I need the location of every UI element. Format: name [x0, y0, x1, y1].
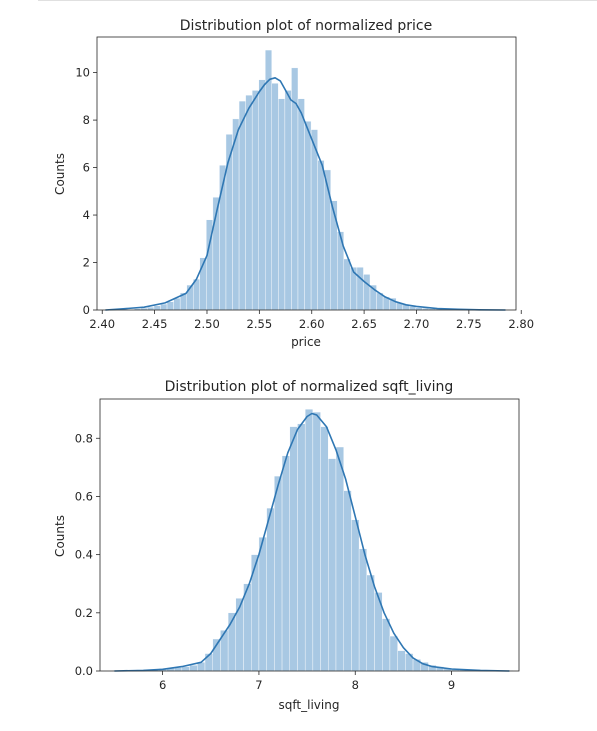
histogram-bar — [397, 650, 406, 672]
histogram-bar — [284, 90, 292, 311]
histogram-bars — [112, 408, 514, 672]
y-tick-label: 8 — [83, 113, 90, 127]
y-tick-label: 0.2 — [75, 606, 93, 620]
histogram-bar — [258, 536, 267, 672]
kde-line — [114, 412, 510, 672]
histogram-bar — [166, 301, 174, 311]
x-tick-label: 2.40 — [89, 317, 115, 331]
y-tick-label: 0.4 — [75, 548, 93, 562]
histogram-bar — [193, 278, 200, 311]
histogram-bar — [235, 598, 244, 672]
x-tick-label: 7 — [255, 678, 262, 692]
price-distribution-chart: Distribution plot of normalized price 2.… — [53, 18, 534, 349]
y-tick-label: 0.8 — [75, 431, 93, 445]
chart-title: Distribution plot of normalized price — [180, 18, 432, 34]
y-tick-label: 6 — [83, 161, 90, 175]
histogram-bar — [409, 306, 417, 311]
histogram-bar — [189, 664, 198, 672]
histogram-bar — [271, 83, 279, 311]
histogram-bar — [343, 258, 351, 311]
histogram-bar — [328, 458, 337, 672]
histogram-bar — [251, 90, 259, 311]
histogram-bar — [160, 303, 168, 311]
histogram-bar — [320, 426, 329, 672]
histogram-bar — [358, 548, 368, 672]
histogram-bars — [101, 49, 508, 311]
histogram-bar — [323, 169, 331, 311]
histogram-bar — [382, 618, 391, 672]
histogram-bar — [278, 98, 286, 311]
histogram-bar — [297, 423, 306, 672]
sqft-living-distribution-chart: Distribution plot of normalized sqft_liv… — [53, 379, 520, 712]
x-tick-label: 2.75 — [456, 317, 482, 331]
y-tick-label: 10 — [75, 66, 90, 80]
histogram-bar — [181, 666, 190, 672]
histogram-bar — [310, 129, 318, 311]
histogram-bar — [274, 475, 283, 672]
histogram-bar — [335, 446, 344, 672]
histogram-bar — [366, 574, 375, 672]
y-tick-label: 0 — [83, 303, 90, 317]
histogram-bar — [258, 79, 266, 311]
plot-frame — [99, 398, 520, 672]
chart-title: Distribution plot of normalized sqft_liv… — [165, 379, 454, 395]
y-axis-label: Counts — [53, 153, 67, 195]
y-tick-label: 2 — [83, 256, 90, 270]
axis-ticks: 6 7 8 9 0.0 0.2 0.4 0.6 0.8 — [75, 431, 456, 692]
histogram-bar — [330, 200, 338, 311]
axis-ticks: 2.40 2.45 2.50 2.55 2.60 2.65 2.70 2.75 2.80 0 2 4 6… — [75, 66, 534, 331]
histogram-bar — [363, 274, 371, 311]
x-tick-label: 2.60 — [299, 317, 325, 331]
x-tick-label: 2.65 — [351, 317, 377, 331]
x-axis-label: price — [291, 335, 321, 349]
x-tick-label: 2.55 — [247, 317, 273, 331]
y-tick-label: 4 — [83, 208, 90, 222]
cell-top-border — [38, 0, 597, 7]
histogram-bar — [351, 519, 360, 672]
histogram-bar — [312, 411, 321, 672]
histogram-bar — [281, 455, 290, 672]
histogram-bar — [245, 94, 253, 311]
histogram-bar — [153, 305, 161, 311]
histogram-bar — [343, 490, 352, 672]
x-axis-label: sqft_living — [279, 698, 340, 712]
x-tick-label: 8 — [352, 678, 359, 692]
x-tick-label: 2.45 — [142, 317, 168, 331]
histogram-bar — [266, 507, 275, 672]
histogram-bar — [265, 49, 273, 311]
histogram-bar — [304, 408, 314, 672]
histogram-bar — [289, 426, 298, 672]
histogram-bar — [147, 306, 155, 311]
plot-frame — [96, 36, 517, 311]
histogram-bar — [238, 100, 246, 311]
histogram-bar — [173, 297, 181, 311]
histogram-bar — [389, 635, 398, 672]
kde-line — [105, 77, 506, 311]
x-tick-label: 9 — [448, 678, 455, 692]
y-axis-label: Counts — [53, 515, 67, 557]
histogram-bar — [297, 98, 305, 311]
histogram-bar — [317, 160, 325, 311]
x-tick-label: 2.80 — [508, 317, 534, 331]
y-tick-label: 0.0 — [75, 664, 93, 678]
y-tick-label: 0.6 — [75, 489, 93, 503]
x-tick-label: 6 — [159, 678, 166, 692]
histogram-bar — [356, 267, 364, 311]
histogram-bar — [304, 121, 312, 311]
x-tick-label: 2.50 — [194, 317, 220, 331]
x-tick-label: 2.70 — [404, 317, 430, 331]
